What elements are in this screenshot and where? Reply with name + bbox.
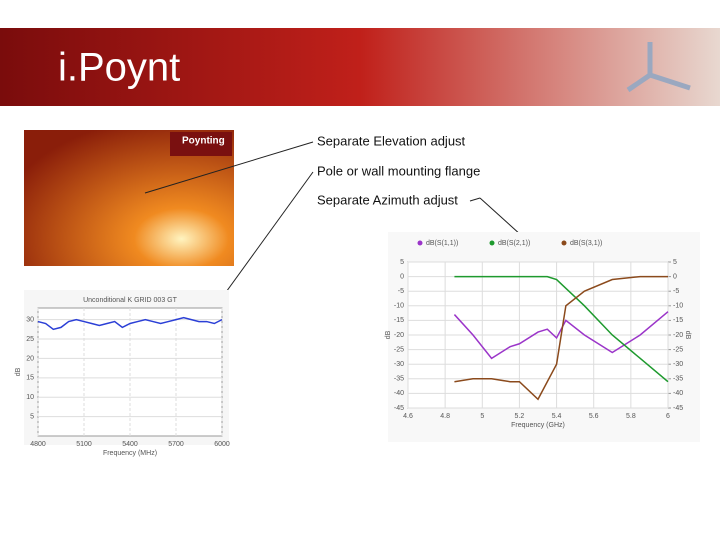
y-tick-label: 30: [26, 316, 34, 323]
y-tick-label: 5: [30, 413, 34, 420]
y-tick-label: -25: [394, 346, 404, 353]
y-tick-label: -45: [394, 405, 404, 412]
y2-axis-label: dB: [684, 331, 691, 340]
y-tick-label: -15: [394, 317, 404, 324]
y2-tick-label: -15: [673, 317, 683, 324]
y-tick-label: 15: [26, 375, 34, 382]
legend-label: dB(S(2,1)): [498, 240, 530, 247]
y2-tick-label: -5: [673, 288, 679, 295]
legend-label: dB(S(3,1)): [570, 240, 602, 247]
y-axis-label: dB: [385, 330, 392, 339]
y-tick-label: -20: [394, 332, 404, 339]
y2-tick-label: -35: [673, 376, 683, 383]
y-tick-label: 5: [400, 259, 404, 266]
y2-tick-label: -10: [673, 303, 683, 310]
x-tick-label: 5.8: [626, 413, 636, 420]
y-tick-label: -5: [398, 288, 404, 295]
x-tick-label: 6: [666, 413, 670, 420]
y2-tick-label: 0: [673, 273, 677, 280]
x-tick-label: 5.4: [552, 413, 562, 420]
header-title: i.Poynt: [58, 46, 180, 90]
y-tick-label: -10: [394, 303, 404, 310]
x-tick-label: 4.6: [403, 413, 413, 420]
y-tick-label: -30: [394, 361, 404, 368]
y2-tick-label: -45: [673, 405, 683, 412]
x-tick-label: 5.2: [515, 413, 525, 420]
x-tick-label: 5100: [76, 441, 92, 448]
x-tick-label: 4.8: [440, 413, 450, 420]
y-tick-label: 0: [400, 273, 404, 280]
x-tick-label: 5400: [122, 441, 138, 448]
legend-marker: [417, 240, 423, 246]
callout: Separate Elevation adjust: [317, 133, 466, 148]
legend-label: dB(S(1,1)): [426, 240, 458, 247]
callout: Separate Azimuth adjust: [317, 192, 458, 207]
legend-marker: [561, 240, 567, 246]
y2-tick-label: -20: [673, 332, 683, 339]
series-line: [454, 275, 669, 383]
series-line: [454, 275, 668, 401]
header-band: [0, 28, 720, 106]
y-tick-label: -35: [394, 376, 404, 383]
y-axis-label: dB: [15, 367, 22, 376]
y2-tick-label: 5: [673, 259, 677, 266]
logo: [626, 42, 691, 93]
x-axis-label: Frequency (MHz): [103, 450, 157, 457]
series-line: [453, 311, 669, 360]
legend-marker: [489, 240, 495, 246]
y2-tick-label: -25: [673, 346, 683, 353]
y-tick-label: 10: [26, 394, 34, 401]
x-axis-label: Frequency (GHz): [511, 422, 565, 429]
y-tick-label: -40: [394, 390, 404, 397]
y-tick-label: 25: [26, 336, 34, 343]
x-tick-label: 5.6: [589, 413, 599, 420]
x-tick-label: 5700: [168, 441, 184, 448]
x-tick-label: 4800: [30, 441, 46, 448]
brand-box: [170, 132, 232, 156]
chart-title: Unconditional K GRID 003 GT: [83, 297, 177, 304]
x-tick-label: 5: [480, 413, 484, 420]
series-line: [37, 316, 223, 331]
y2-tick-label: -40: [673, 390, 683, 397]
y2-tick-label: -30: [673, 361, 683, 368]
x-tick-label: 6000: [214, 441, 230, 448]
brand-text: Poynting: [182, 136, 225, 147]
y-tick-label: 20: [26, 355, 34, 362]
callout: Pole or wall mounting flange: [317, 163, 480, 178]
